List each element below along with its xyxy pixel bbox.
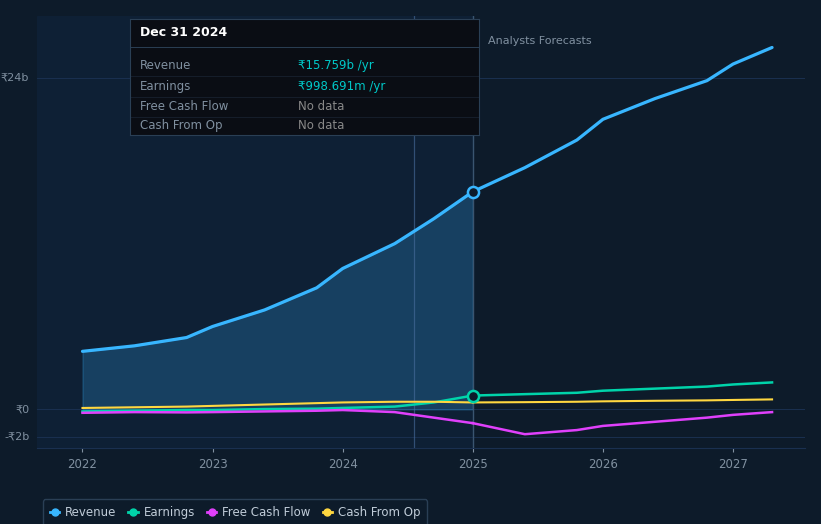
Text: Earnings: Earnings (140, 80, 191, 93)
Text: Free Cash Flow: Free Cash Flow (140, 100, 228, 113)
Text: Analysts Forecasts: Analysts Forecasts (488, 37, 592, 47)
Text: No data: No data (297, 100, 344, 113)
Text: ₹998.691m /yr: ₹998.691m /yr (297, 80, 385, 93)
Text: Cash From Op: Cash From Op (140, 119, 222, 133)
Legend: Revenue, Earnings, Free Cash Flow, Cash From Op: Revenue, Earnings, Free Cash Flow, Cash … (43, 499, 428, 524)
Text: ₹0: ₹0 (15, 405, 30, 414)
Text: Past: Past (434, 37, 457, 47)
Text: Dec 31 2024: Dec 31 2024 (140, 26, 227, 39)
Text: ₹15.759b /yr: ₹15.759b /yr (297, 59, 374, 72)
Bar (37, 16, 473, 448)
Text: -₹2b: -₹2b (4, 432, 30, 442)
Text: ₹24b: ₹24b (1, 73, 30, 83)
Text: No data: No data (297, 119, 344, 133)
Text: Revenue: Revenue (140, 59, 191, 72)
